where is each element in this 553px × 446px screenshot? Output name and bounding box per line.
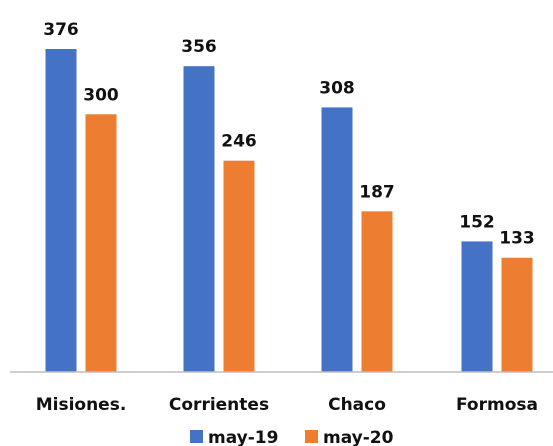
category-label: Misiones. [36,395,127,415]
bar-chaco-may-20 [361,211,393,372]
data-label: 356 [181,37,217,57]
data-label: 246 [221,132,257,152]
data-label: 187 [359,182,395,202]
legend-label: may-20 [323,428,394,446]
category-labels-layer: Misiones. Corrientes Chaco Formosa [36,395,538,415]
bar-formosa-may-19 [461,241,493,372]
bar-corrientes-may-19 [183,66,215,373]
bar-misiones-may-20 [85,114,117,372]
data-label: 308 [319,78,355,98]
data-label: 376 [43,20,79,40]
bars-layer [45,49,533,373]
bar-formosa-may-20 [501,257,533,372]
category-label: Chaco [328,395,386,415]
data-label: 152 [459,212,495,232]
bar-chaco-may-19 [321,107,353,373]
data-label: 300 [83,85,119,105]
category-label: Formosa [456,395,538,415]
bar-corrientes-may-20 [223,160,255,372]
legend-swatch [305,430,318,443]
legend-swatch [190,430,203,443]
category-label: Corrientes [169,395,269,415]
bar-misiones-may-19 [45,49,77,372]
legend-label: may-19 [208,428,278,446]
legend: may-19 may-20 [190,428,394,446]
data-label: 133 [499,229,535,249]
